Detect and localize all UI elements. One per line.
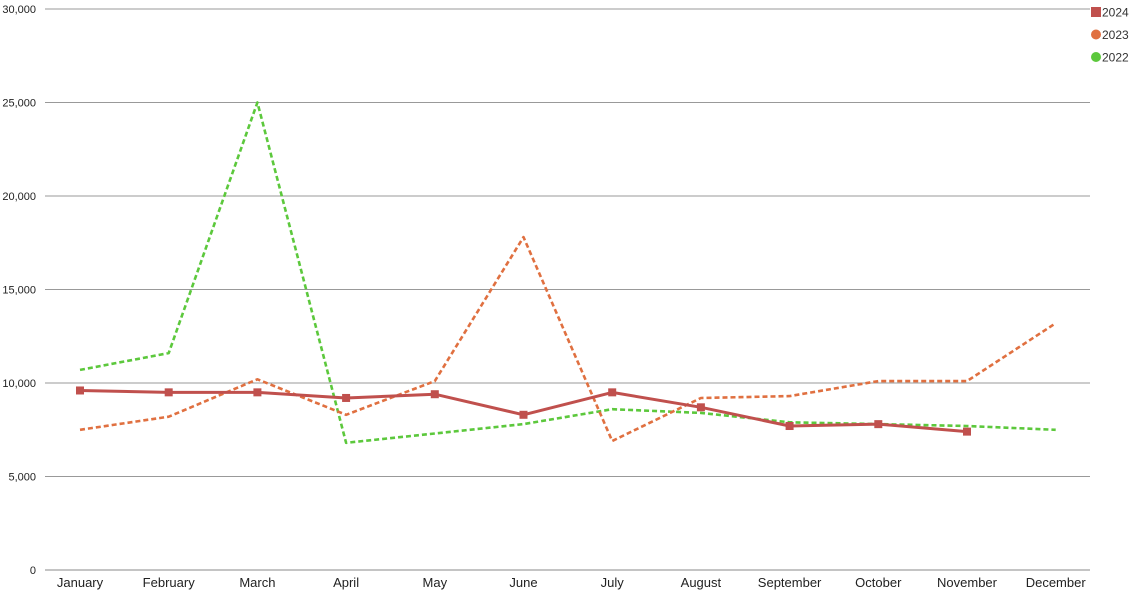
data-point (519, 410, 528, 419)
x-tick-label: September (758, 575, 822, 590)
x-tick-label: December (1026, 575, 1087, 590)
series-line-2023 (79, 235, 1057, 443)
x-tick-label: January (57, 575, 104, 590)
x-tick-label: February (143, 575, 196, 590)
legend-item-2024: 2024 (1091, 6, 1129, 20)
x-tick-label: April (333, 575, 359, 590)
y-tick-label: 10,000 (2, 378, 36, 390)
x-tick-label: July (601, 575, 625, 590)
data-point (963, 427, 971, 436)
data-point (253, 388, 262, 397)
x-tick-label: May (423, 575, 448, 590)
x-tick-label: November (937, 575, 998, 590)
x-axis-tick-labels: January February March April May June July Augu… (57, 575, 1086, 590)
data-point (874, 420, 883, 429)
legend-circle-icon (1091, 29, 1101, 40)
y-tick-label: 25,000 (2, 98, 36, 110)
x-tick-label: August (681, 575, 722, 590)
series-lines (76, 101, 1057, 445)
legend-label: 2022 (1102, 51, 1129, 65)
legend-label: 2023 (1102, 28, 1129, 42)
series-2023 (79, 235, 1057, 443)
y-tick-label: 5,000 (8, 472, 36, 484)
legend-circle-icon (1091, 52, 1101, 62)
data-point (164, 388, 173, 397)
x-tick-label: March (239, 575, 275, 590)
grid-lines (45, 8, 1090, 571)
data-point (696, 403, 705, 412)
data-point (76, 386, 84, 395)
y-tick-label: 0 (30, 565, 36, 577)
legend: 2024 2023 2022 (1091, 6, 1129, 65)
y-tick-label: 30,000 (2, 4, 36, 16)
x-tick-label: June (509, 575, 537, 590)
series-2024 (76, 386, 971, 436)
data-point (785, 422, 794, 431)
legend-item-2022: 2022 (1091, 51, 1129, 65)
legend-label: 2024 (1102, 6, 1129, 20)
y-tick-label: 15,000 (2, 285, 36, 297)
x-tick-label: October (855, 575, 902, 590)
legend-square-icon (1091, 7, 1101, 17)
y-axis-tick-labels: 0 5,000 10,000 15,000 20,000 25,000 30,000 (2, 4, 36, 577)
data-point (430, 390, 439, 399)
legend-item-2023: 2023 (1091, 28, 1129, 42)
data-point (342, 393, 351, 402)
y-tick-label: 20,000 (2, 191, 36, 203)
data-point (608, 388, 617, 397)
